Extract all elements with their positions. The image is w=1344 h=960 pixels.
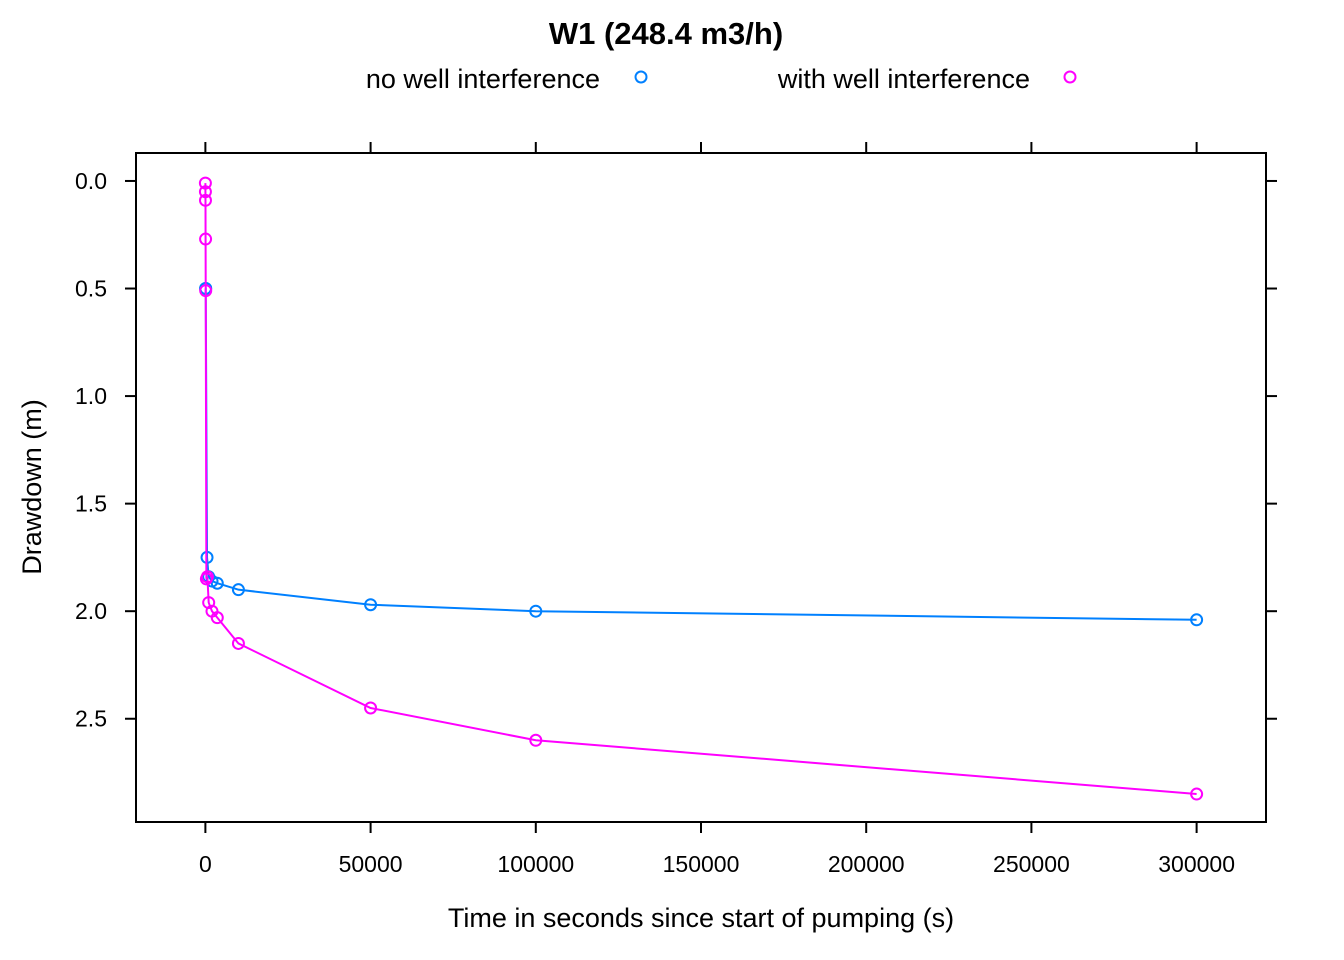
legend-marker-0	[634, 70, 648, 84]
y-tick-label: 2.5	[75, 706, 107, 732]
y-tick-label: 0.5	[75, 276, 107, 302]
y-tick-label: 0.0	[75, 168, 107, 194]
data-point	[529, 604, 543, 618]
legend-label-1: with well interference	[777, 64, 1030, 94]
data-point	[198, 193, 212, 207]
data-point	[1190, 787, 1204, 801]
y-axis: 0.0 0.5 1.0 1.5 2.0 2.5	[75, 168, 1277, 732]
series-layer	[198, 176, 1204, 801]
x-tick-label: 250000	[993, 851, 1070, 877]
data-point	[529, 733, 543, 747]
data-point	[199, 284, 213, 298]
series-1	[198, 176, 1204, 801]
x-axis-label: Time in seconds since start of pumping (…	[448, 903, 954, 933]
x-tick-label: 150000	[663, 851, 740, 877]
y-tick-label: 1.5	[75, 491, 107, 517]
data-point	[198, 176, 212, 190]
x-axis: 0 50000 100000 150000 200000 250000 300000	[199, 142, 1235, 877]
series-0	[199, 282, 1204, 627]
data-point	[231, 636, 245, 650]
series-line-0	[204, 287, 1197, 621]
data-point	[210, 576, 224, 590]
x-tick-label: 50000	[339, 851, 403, 877]
y-tick-label: 1.0	[75, 383, 107, 409]
y-axis-label: Drawdown (m)	[17, 399, 47, 575]
x-tick-label: 100000	[497, 851, 574, 877]
series-line-1	[204, 183, 1197, 796]
data-point	[231, 583, 245, 597]
legend-marker-1	[1063, 70, 1077, 84]
data-point	[1190, 613, 1204, 627]
plot-frame	[135, 152, 1267, 823]
legend: no well interference with well interfere…	[366, 64, 1077, 94]
chart-title: W1 (248.4 m3/h)	[549, 16, 783, 51]
x-tick-label: 200000	[828, 851, 905, 877]
x-tick-label: 300000	[1158, 851, 1235, 877]
data-point	[198, 185, 212, 199]
y-tick-label: 2.0	[75, 598, 107, 624]
x-tick-label: 0	[199, 851, 212, 877]
legend-label-0: no well interference	[366, 64, 600, 94]
data-point	[364, 701, 378, 715]
data-point	[199, 232, 213, 246]
data-point	[364, 598, 378, 612]
data-point	[200, 570, 214, 584]
data-point	[210, 611, 224, 625]
